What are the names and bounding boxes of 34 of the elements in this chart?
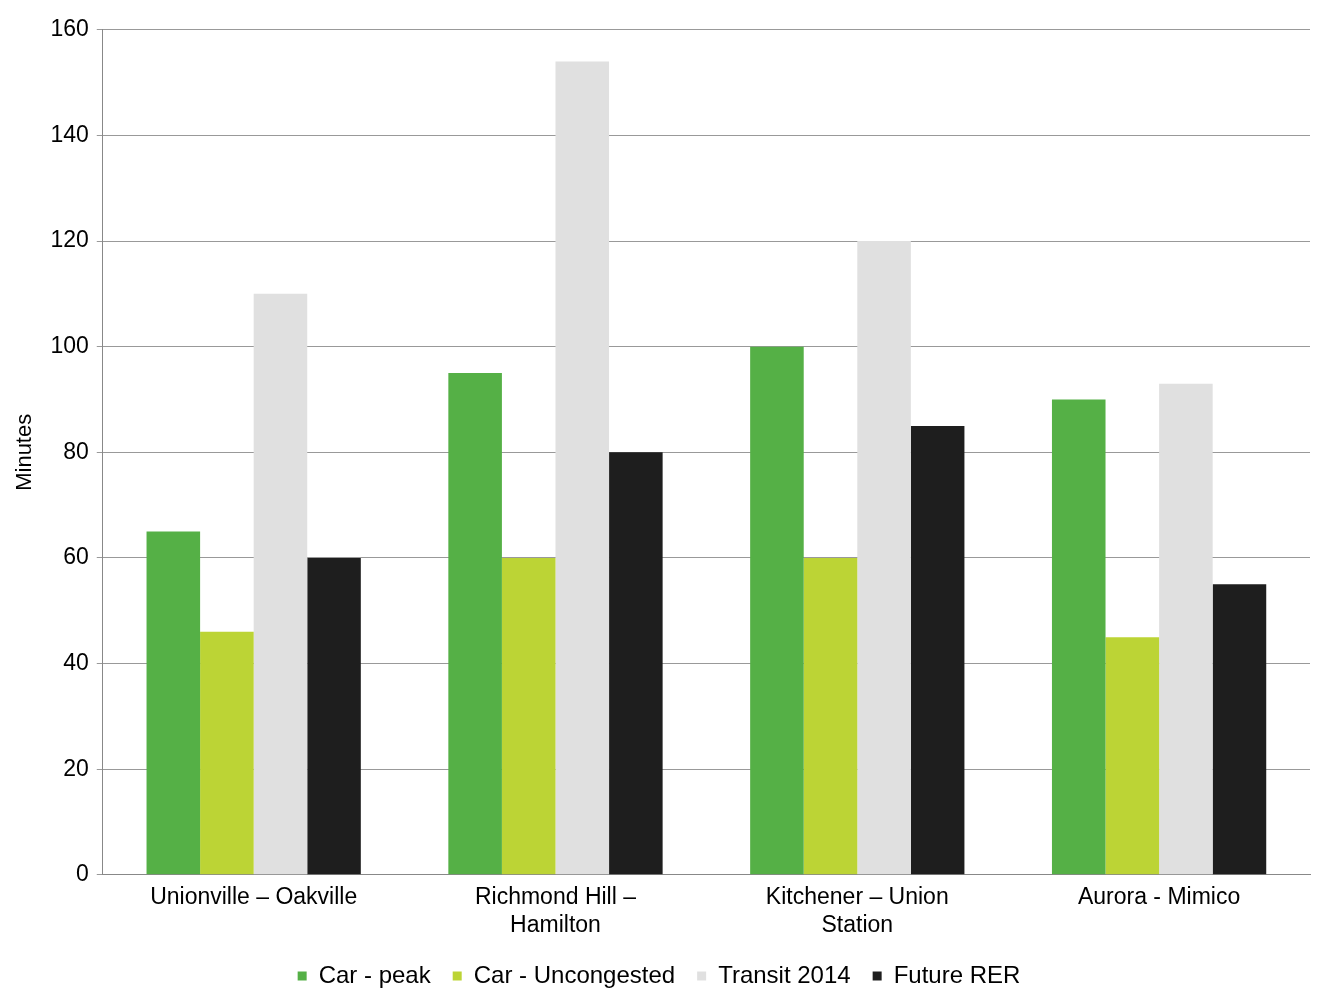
legend-label: Car - Uncongested — [473, 960, 676, 988]
bar — [200, 631, 254, 875]
legend-label: Car - peak — [318, 960, 432, 988]
bar — [803, 557, 858, 875]
y-tick-label: 140 — [50, 120, 89, 147]
bar — [146, 531, 201, 875]
bar — [448, 373, 502, 875]
bar — [501, 557, 556, 875]
y-tick-label: 120 — [50, 226, 89, 253]
x-tick-label: Unionville – Oakville — [150, 882, 358, 909]
y-tick-label: 160 — [50, 15, 89, 42]
bar — [253, 293, 308, 875]
bar — [1051, 399, 1106, 875]
bar — [1105, 637, 1160, 875]
x-tick-label: Kitchener – Union Station — [765, 882, 949, 937]
bar — [307, 557, 361, 875]
bar — [910, 425, 965, 875]
bar — [609, 452, 663, 875]
y-tick-label: 80 — [63, 437, 89, 464]
y-tick-label: 20 — [63, 754, 89, 781]
legend-label: Transit 2014 — [718, 960, 851, 988]
x-tick-label: Richmond Hill – Hamilton — [474, 882, 637, 937]
bar — [750, 346, 804, 875]
x-tick-label: Aurora - Mimico — [1077, 882, 1241, 909]
bar — [555, 61, 610, 875]
legend-label: Future RER — [893, 960, 1021, 988]
y-tick-label: 60 — [63, 543, 89, 570]
y-tick-label: 0 — [75, 860, 89, 887]
y-tick-label: 100 — [50, 332, 89, 359]
y-tick-label: 40 — [63, 648, 89, 675]
bar — [1212, 584, 1267, 875]
bar — [857, 241, 911, 875]
y-axis-title: Minutes — [11, 413, 37, 491]
bar — [1159, 383, 1213, 875]
